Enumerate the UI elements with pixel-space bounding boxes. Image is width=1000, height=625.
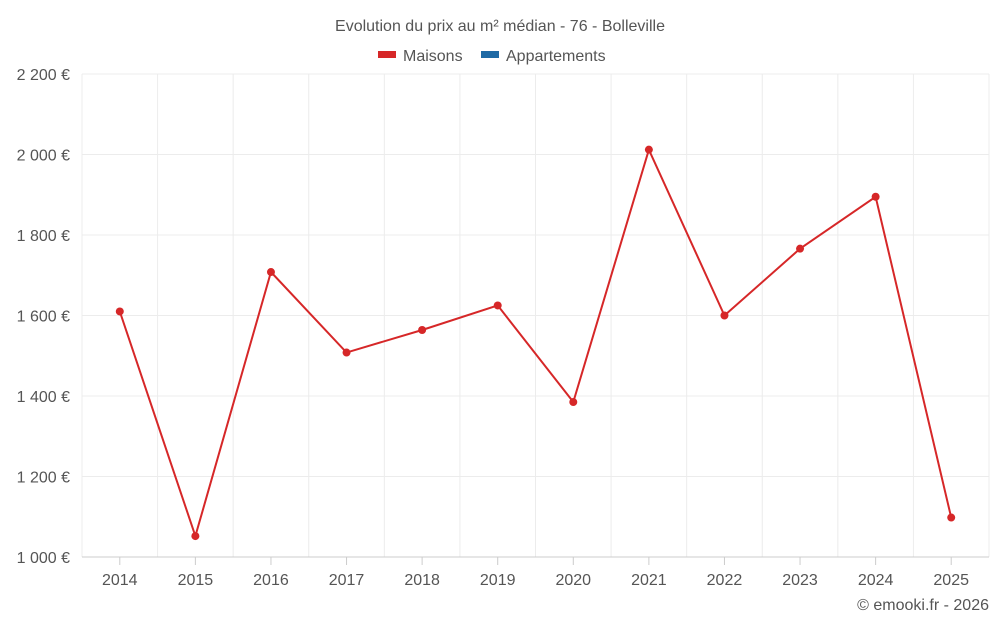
y-tick-label: 1 200 € bbox=[17, 470, 70, 487]
y-axis-labels: 1 000 € 1 200 € 1 400 € 1 600 € 1 800 € 2 000… bbox=[17, 67, 70, 567]
x-tick-label: 2022 bbox=[707, 572, 743, 589]
data-point[interactable] bbox=[115, 307, 124, 316]
data-point[interactable] bbox=[947, 513, 956, 522]
horizontal-gridlines bbox=[82, 73, 989, 477]
x-tick-label: 2023 bbox=[782, 572, 818, 589]
x-tick-label: 2016 bbox=[253, 572, 289, 589]
y-tick-label: 1 600 € bbox=[17, 309, 70, 326]
y-tick-label: 2 000 € bbox=[17, 148, 70, 165]
data-point[interactable] bbox=[569, 398, 578, 407]
x-tick-label: 2019 bbox=[480, 572, 516, 589]
legend-item-maisons[interactable]: Maisons bbox=[378, 48, 463, 65]
legend: Maisons Appartements bbox=[378, 48, 606, 65]
series-maisons bbox=[115, 145, 956, 541]
data-point[interactable] bbox=[266, 268, 275, 277]
series-line bbox=[118, 146, 953, 540]
y-tick-label: 1 400 € bbox=[17, 389, 70, 406]
legend-swatch-maisons bbox=[378, 51, 396, 58]
x-tick-label: 2025 bbox=[933, 572, 969, 589]
data-point[interactable] bbox=[796, 244, 805, 253]
y-tick-label: 1 000 € bbox=[17, 550, 70, 567]
y-tick-label: 1 800 € bbox=[17, 228, 70, 245]
x-tick-label: 2015 bbox=[178, 572, 214, 589]
x-tick-label: 2014 bbox=[102, 572, 138, 589]
x-tick-label: 2021 bbox=[631, 572, 667, 589]
x-tick-label: 2020 bbox=[555, 572, 591, 589]
data-point[interactable] bbox=[871, 192, 880, 201]
chart-title: Evolution du prix au m² médian - 76 - Bo… bbox=[335, 18, 665, 35]
x-tick-label: 2017 bbox=[329, 572, 365, 589]
x-tick-label: 2024 bbox=[858, 572, 894, 589]
data-point[interactable] bbox=[493, 301, 502, 310]
legend-swatch-appartements bbox=[481, 51, 499, 58]
data-point[interactable] bbox=[342, 348, 351, 357]
legend-label-maisons: Maisons bbox=[403, 48, 463, 65]
legend-label-appartements: Appartements bbox=[506, 48, 606, 65]
x-axis-labels: 2014 2015 2016 2017 2018 2019 2020 2021 2022 2023… bbox=[102, 557, 969, 589]
data-point[interactable] bbox=[644, 145, 653, 154]
x-tick-label: 2018 bbox=[404, 572, 440, 589]
y-tick-label: 2 200 € bbox=[17, 67, 70, 84]
data-point[interactable] bbox=[418, 325, 427, 334]
data-point[interactable] bbox=[191, 532, 200, 541]
credit-text: © emooki.fr - 2026 bbox=[857, 597, 989, 614]
legend-item-appartements[interactable]: Appartements bbox=[481, 48, 606, 65]
data-point[interactable] bbox=[720, 311, 729, 320]
